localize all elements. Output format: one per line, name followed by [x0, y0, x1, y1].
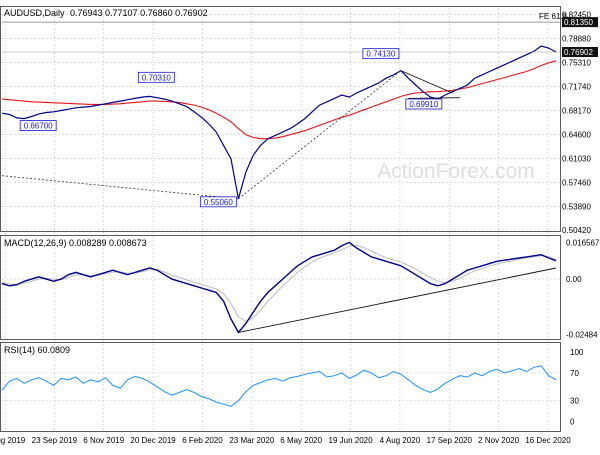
annotation-label: 0.74130 [366, 50, 395, 59]
price-tick-label: 0.57460 [562, 179, 591, 188]
x-tick-label: 4 Aug 2020 [380, 436, 421, 445]
x-tick-label: 16 Dec 2020 [525, 436, 571, 445]
annotation-label: 0.66700 [24, 122, 53, 131]
x-tick-label: 6 Nov 2019 [83, 436, 124, 445]
price-tick-label: 0.78880 [562, 35, 591, 44]
grid [2, 8, 560, 430]
x-tick-label: 2 Nov 2020 [478, 436, 519, 445]
annotation-label: 0.70310 [142, 73, 171, 82]
rsi-pane-border [0, 342, 561, 432]
annotation-box [199, 196, 237, 208]
fib-price-marker-bg [562, 17, 598, 28]
rsi-tick-label: 0 [570, 418, 575, 427]
x-tick-label: 8 Aug 2019 [0, 436, 26, 445]
x-tick-label: 19 Jun 2020 [329, 436, 374, 445]
macd-line [1, 241, 557, 334]
annotation-label: 0.55060 [204, 198, 233, 207]
overlay-group: 0.66700 0.70310 0.55060 0.74130 0.69910 [1, 21, 560, 333]
tick-labels: 8 Aug 2019 23 Sep 2019 6 Nov 2019 20 Dec 20… [0, 11, 600, 445]
annotation-label: 0.69910 [409, 100, 438, 109]
x-tick-label: 20 Dec 2019 [130, 436, 176, 445]
current-price-marker-bg [562, 47, 598, 58]
macd-tick-label: 0.00 [566, 275, 582, 284]
triangle-lower-line [408, 97, 460, 99]
price-tick-label: 0.68170 [562, 107, 591, 116]
price-tick-label: 0.61030 [562, 155, 591, 164]
dashed-rebound-line [238, 70, 402, 200]
x-tick-label: 23 Sep 2019 [32, 436, 78, 445]
price-ohlc: 0.76943 0.77107 0.76860 0.76902 [70, 8, 208, 18]
macd-pane-border [0, 235, 561, 340]
macd-tick-label: -0.02484 [566, 330, 598, 339]
annotation-box [362, 48, 400, 60]
macd-tick-label: 0.016567 [566, 238, 600, 247]
fib-level-label: FE 61.8 [539, 12, 568, 21]
macd-pane-title: MACD(12,26,9) 0.008289 0.008673 [4, 238, 147, 248]
current-price-marker-text: 0.76902 [564, 48, 593, 57]
price-tick-label: 0.82450 [562, 11, 591, 20]
x-tick-label: 6 Feb 2020 [182, 436, 223, 445]
annotation-box [137, 71, 175, 83]
triangle-upper-line [400, 70, 453, 94]
watermark: ActionForex.com [377, 160, 535, 183]
annotation-box [405, 98, 443, 110]
price-tick-label: 0.53890 [562, 203, 591, 212]
annotation-box [19, 120, 57, 131]
price-line [1, 45, 557, 199]
price-tick-label: 0.71740 [562, 83, 591, 92]
rsi-pane-title: RSI(14) 60.0809 [4, 345, 70, 355]
moving-average-line [1, 60, 557, 140]
x-tick-label: 17 Sep 2020 [427, 436, 473, 445]
fib-price-marker-text: 0.81350 [564, 18, 593, 27]
rsi-line [1, 365, 557, 407]
series-group [1, 45, 557, 407]
price-tick-label: 0.64600 [562, 131, 591, 140]
x-tick-label: 23 Mar 2020 [229, 436, 274, 445]
rsi-tick-label: 100 [570, 348, 584, 357]
price-pane-border [0, 6, 561, 232]
x-tick-label: 6 May 2020 [280, 436, 322, 445]
dashed-trendline [1, 175, 239, 200]
price-tick-label: 0.50420 [562, 226, 591, 235]
rsi-tick-label: 30 [570, 397, 579, 406]
price-pane-title: AUDUSD,Daily [4, 8, 65, 18]
price-tick-label: 0.75310 [562, 59, 591, 68]
rsi-tick-label: 70 [570, 369, 579, 378]
macd-trendline [238, 267, 557, 333]
